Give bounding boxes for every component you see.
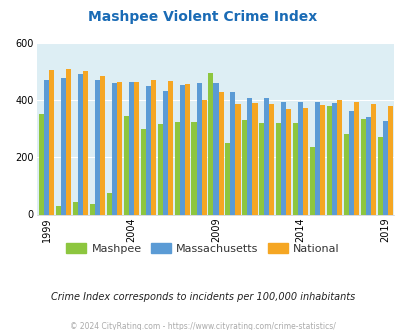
Bar (247, 98, 252, 214)
Bar (230, 92, 235, 214)
Bar (107, 193, 112, 214)
Bar (44, 80, 49, 214)
Bar (377, 137, 382, 214)
Bar (196, 83, 201, 214)
Bar (49, 70, 54, 214)
Bar (286, 109, 291, 214)
Bar (39, 115, 44, 214)
Bar (66, 70, 71, 214)
Bar (134, 82, 139, 214)
Bar (100, 76, 105, 214)
Bar (208, 73, 213, 215)
Bar (269, 104, 274, 214)
Bar (174, 121, 179, 214)
Text: © 2024 CityRating.com - https://www.cityrating.com/crime-statistics/: © 2024 CityRating.com - https://www.city… (70, 322, 335, 330)
Bar (140, 129, 145, 214)
Bar (56, 207, 61, 215)
Bar (320, 105, 324, 214)
Bar (281, 102, 286, 214)
Bar (145, 86, 151, 214)
Bar (343, 134, 348, 214)
Bar (258, 123, 264, 214)
Bar (73, 202, 78, 214)
Bar (353, 102, 358, 214)
Bar (235, 104, 240, 214)
Bar (167, 81, 173, 214)
Bar (61, 78, 66, 214)
Bar (157, 124, 162, 214)
Bar (184, 84, 189, 214)
Bar (365, 117, 370, 214)
Bar (179, 85, 184, 214)
Bar (78, 74, 83, 215)
Bar (331, 103, 336, 214)
Bar (297, 102, 303, 214)
Bar (382, 121, 387, 214)
Bar (360, 119, 365, 214)
Bar (336, 100, 341, 214)
Bar (162, 91, 167, 214)
Bar (124, 116, 128, 214)
Bar (275, 123, 281, 214)
Bar (191, 121, 196, 214)
Bar (201, 100, 206, 214)
Bar (326, 106, 331, 214)
Bar (264, 98, 269, 214)
Bar (292, 123, 297, 214)
Text: Crime Index corresponds to incidents per 100,000 inhabitants: Crime Index corresponds to incidents per… (51, 292, 354, 302)
Bar (309, 147, 314, 214)
Bar (218, 91, 223, 214)
Bar (83, 72, 88, 214)
Bar (348, 111, 353, 214)
Bar (314, 102, 320, 214)
Bar (387, 106, 392, 214)
Bar (90, 204, 95, 214)
Bar (112, 83, 117, 214)
Bar (151, 80, 156, 214)
Bar (303, 108, 307, 214)
Bar (242, 120, 247, 214)
Bar (370, 104, 375, 214)
Bar (225, 143, 230, 214)
Legend: Mashpee, Massachusetts, National: Mashpee, Massachusetts, National (62, 239, 343, 258)
Bar (252, 103, 257, 214)
Bar (117, 82, 122, 214)
Bar (213, 83, 218, 214)
Bar (95, 80, 100, 214)
Bar (128, 82, 134, 214)
Text: Mashpee Violent Crime Index: Mashpee Violent Crime Index (88, 10, 317, 24)
